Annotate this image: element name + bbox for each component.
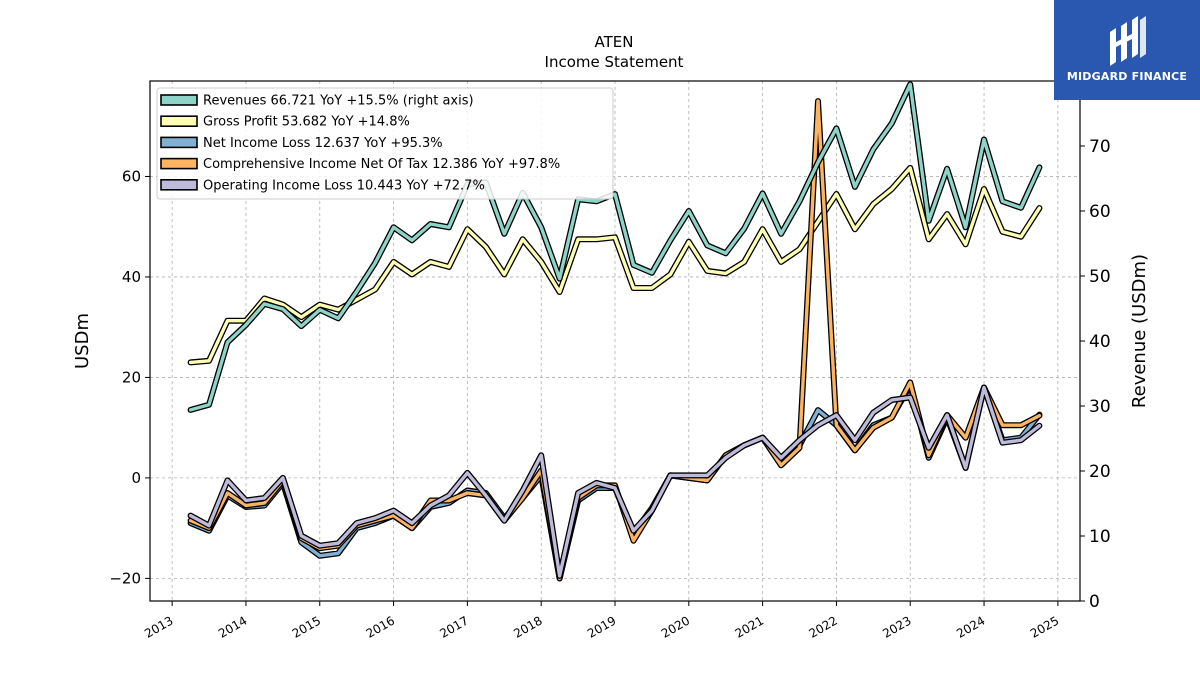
x-tick-label: 2016 bbox=[364, 613, 397, 640]
x-tick-label: 2014 bbox=[216, 613, 249, 640]
legend-swatch bbox=[160, 115, 198, 127]
legend-entry: Operating Income Loss 10.443 YoY +72.7% bbox=[203, 178, 485, 193]
series-line-4 bbox=[188, 385, 1042, 578]
x-tick-label: 2018 bbox=[511, 613, 544, 640]
chart-subtitle: Income Statement bbox=[545, 53, 684, 71]
x-tick-label: 2024 bbox=[954, 613, 987, 640]
x-tick-label: 2022 bbox=[806, 613, 839, 640]
brand-logo: MIDGARD FINANCE bbox=[1054, 0, 1200, 100]
legend-entry: Net Income Loss 12.637 YoY +95.3% bbox=[203, 136, 443, 151]
y-tick-label-right: 60 bbox=[1089, 202, 1111, 222]
y-tick-label-right: 70 bbox=[1089, 137, 1111, 157]
x-tick-label: 2021 bbox=[733, 613, 766, 640]
chart-title: ATEN bbox=[595, 33, 634, 51]
y-axis-label-left: USDm bbox=[72, 313, 93, 369]
legend-box bbox=[156, 87, 614, 200]
y-tick-label-right: 0 bbox=[1089, 592, 1100, 612]
legend-swatch bbox=[160, 94, 198, 106]
y-tick-label-right: 40 bbox=[1089, 332, 1111, 352]
x-tick-label: 2015 bbox=[290, 613, 323, 640]
brand-name: MIDGARD FINANCE bbox=[1066, 70, 1188, 83]
y-tick-label-left: 40 bbox=[122, 268, 141, 286]
y-tick-label-right: 50 bbox=[1089, 267, 1111, 287]
legend-swatch bbox=[160, 157, 198, 170]
x-tick-label: 2013 bbox=[142, 613, 175, 640]
y-tick-label-left: 0 bbox=[131, 469, 141, 487]
y-tick-label-left: −20 bbox=[109, 569, 141, 587]
legend: Revenues 66.721 YoY +15.5% (right axis) G… bbox=[156, 87, 614, 200]
y-tick-label-right: 30 bbox=[1089, 397, 1111, 417]
x-tick-label: 2025 bbox=[1028, 613, 1061, 640]
legend-entry: Comprehensive Income Net Of Tax 12.386 Y… bbox=[203, 157, 560, 172]
y-tick-label-right: 10 bbox=[1089, 527, 1111, 547]
left-axis-series bbox=[187, 98, 1043, 582]
legend-swatch bbox=[160, 179, 198, 191]
midgard-logo-icon bbox=[1110, 16, 1146, 66]
x-tick-label: 2023 bbox=[880, 613, 913, 640]
x-tick-label: 2020 bbox=[659, 613, 692, 640]
legend-swatch bbox=[160, 136, 198, 149]
x-tick-label: 2019 bbox=[585, 613, 618, 640]
y-axis-label-right: Revenue (USDm) bbox=[1129, 254, 1150, 408]
series-outline-4 bbox=[187, 384, 1043, 579]
y-tick-label-left: 20 bbox=[122, 368, 141, 386]
legend-entry: Gross Profit 53.682 YoY +14.8% bbox=[203, 115, 410, 130]
right-axis-series bbox=[187, 81, 1043, 413]
series-line-0 bbox=[188, 82, 1042, 412]
x-tick-label: 2017 bbox=[437, 613, 470, 640]
y-tick-label-right: 20 bbox=[1089, 462, 1111, 482]
y-tick-label-left: 60 bbox=[122, 167, 141, 185]
legend-entry: Revenues 66.721 YoY +15.5% (right axis) bbox=[203, 94, 474, 109]
series-line-1 bbox=[188, 166, 1042, 365]
